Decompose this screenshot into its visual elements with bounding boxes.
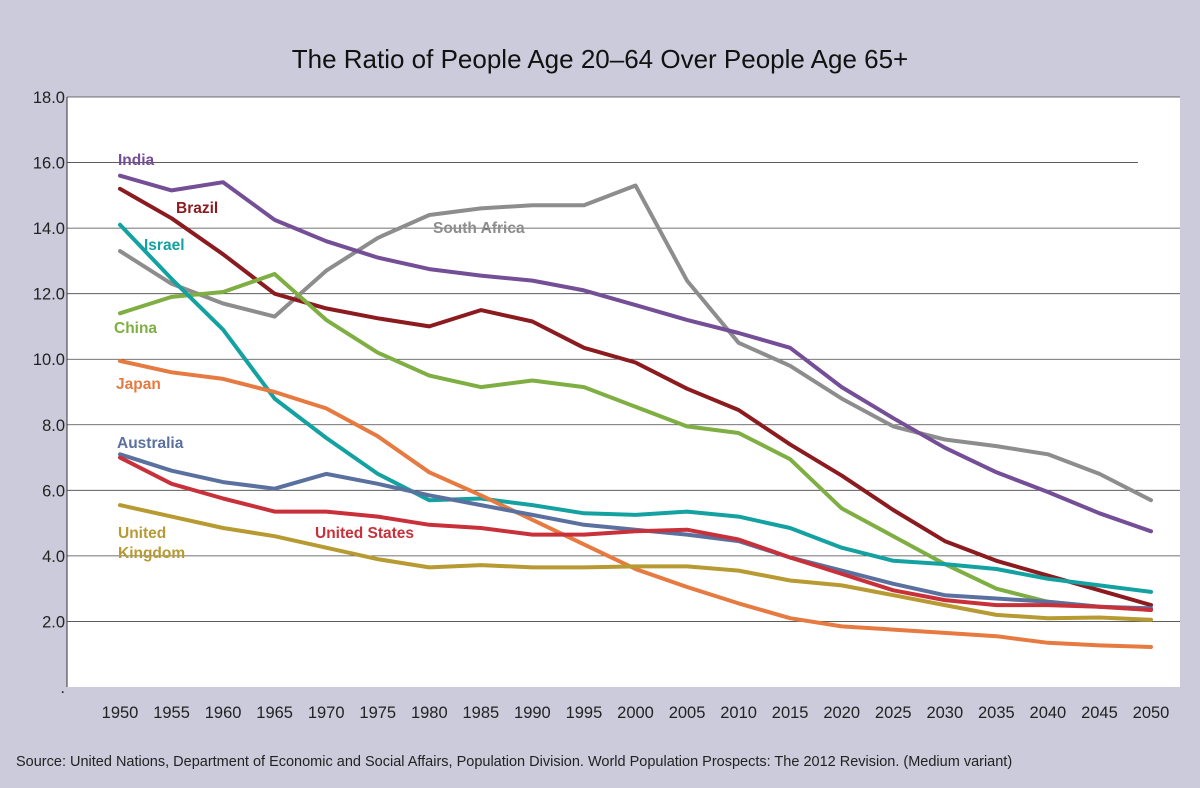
label-australia: Australia [117,435,184,452]
series-line-brazil [118,186,1153,608]
x-tick-label: 1960 [205,704,242,722]
y-tick-label: 4.0 [42,548,65,566]
x-tick-label: 1990 [514,704,551,722]
y-tick-label: 16.0 [33,155,65,173]
x-tick-label: 2030 [926,704,963,722]
x-tick-label: 2005 [669,704,706,722]
x-tick-label: 2040 [1030,704,1067,722]
x-tick-label: 1995 [566,704,603,722]
y-tick-label: 8.0 [42,417,65,435]
x-tick-label: 1985 [462,704,499,722]
x-tick-label: 1980 [411,704,448,722]
y-tick-labels: . 2.0 4.0 6.0 8.0 10.0 12.0 14.0 16.0 18.0 [33,89,65,697]
x-tick-label: 1970 [308,704,345,722]
chart-title: The Ratio of People Age 20–64 Over Peopl… [291,44,909,74]
label-china: China [114,320,157,337]
series-line-united-states [118,455,1153,612]
y-tick-label: 10.0 [33,351,65,369]
label-united-states: United States [315,525,414,542]
x-tick-label: 2035 [978,704,1015,722]
x-tick-label: 2050 [1133,704,1170,722]
series-line-south-africa [118,183,1153,503]
x-tick-labels: 1950 1955 1960 1965 1970 1975 1980 1985 1990 1995… [102,704,1170,722]
gridlines [67,96,1180,622]
y-tick-label: 14.0 [33,220,65,238]
series-lines [118,173,1153,649]
label-united-kingdom-line2: Kingdom [118,545,185,562]
series-line-united-kingdom [118,503,1153,622]
series-line-china [118,272,1153,612]
x-tick-label: 1965 [256,704,293,722]
x-tick-label: 2000 [617,704,654,722]
x-tick-label: 1955 [153,704,190,722]
label-india: India [118,152,155,169]
y-tick-label: 2.0 [42,613,65,631]
label-south-africa: South Africa [433,220,525,237]
series-line-india [118,173,1153,534]
x-tick-label: 1950 [102,704,139,722]
y-tick-label: 6.0 [42,482,65,500]
x-tick-label: 1975 [359,704,396,722]
label-brazil: Brazil [176,200,218,217]
source-note: Source: United Nations, Department of Ec… [16,754,1013,770]
series-line-japan [118,358,1153,649]
x-tick-label: 2015 [772,704,809,722]
x-tick-label: 2045 [1081,704,1118,722]
x-tick-label: 2020 [823,704,860,722]
label-japan: Japan [116,376,161,393]
y-tick-label: 12.0 [33,286,65,304]
x-tick-label: 2010 [720,704,757,722]
label-israel: Israel [144,237,185,254]
y-tick-label: 18.0 [33,89,65,107]
x-tick-label: 2025 [875,704,912,722]
series-labels: India Brazil South Africa Israel China J… [114,152,525,562]
y-tick-label: . [60,679,65,697]
series-line-israel [118,222,1153,594]
label-united-kingdom-line1: United [118,525,166,542]
